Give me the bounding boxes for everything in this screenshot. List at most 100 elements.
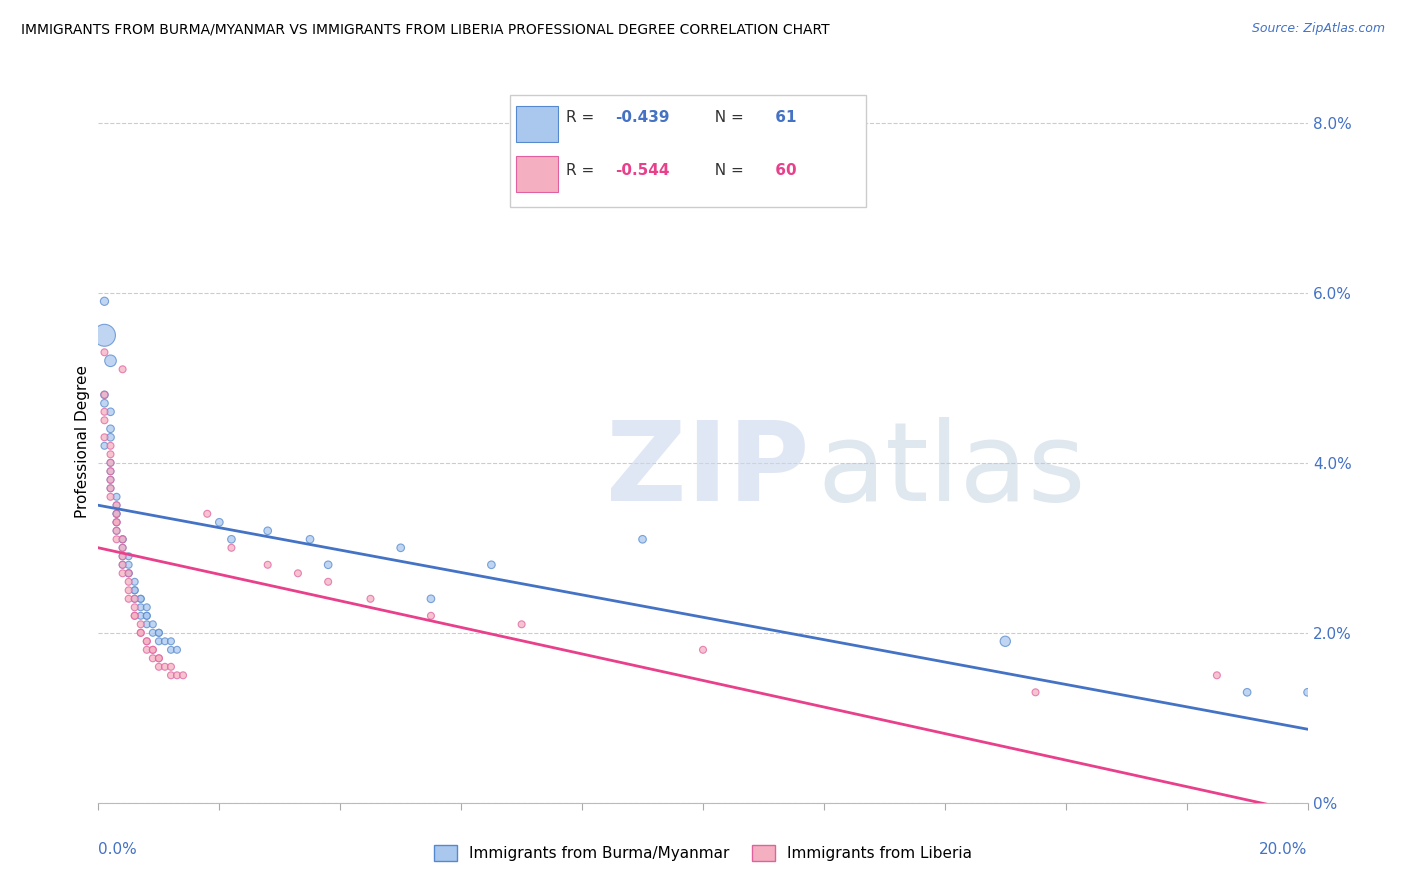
Point — [124, 600, 146, 615]
Point — [195, 507, 218, 521]
Point — [1024, 685, 1046, 699]
Point — [135, 608, 157, 623]
Point — [148, 625, 170, 640]
Point — [111, 541, 134, 555]
Y-axis label: Professional Degree: Professional Degree — [75, 365, 90, 518]
Point — [105, 507, 128, 521]
Point — [129, 608, 152, 623]
Point — [129, 591, 152, 606]
FancyBboxPatch shape — [516, 105, 558, 142]
Point — [135, 642, 157, 657]
Point — [221, 533, 243, 547]
Text: ZIP: ZIP — [606, 417, 810, 524]
Point — [208, 516, 231, 530]
Text: -0.544: -0.544 — [614, 163, 669, 178]
Point — [105, 533, 128, 547]
Text: R =: R = — [567, 111, 599, 126]
Point — [481, 558, 503, 572]
Point — [100, 481, 122, 495]
Text: IMMIGRANTS FROM BURMA/MYANMAR VS IMMIGRANTS FROM LIBERIA PROFESSIONAL DEGREE COR: IMMIGRANTS FROM BURMA/MYANMAR VS IMMIGRA… — [21, 22, 830, 37]
Point — [256, 558, 278, 572]
Point — [100, 481, 122, 495]
Point — [124, 574, 146, 589]
Point — [111, 541, 134, 555]
Point — [124, 591, 146, 606]
Point — [316, 574, 339, 589]
Point — [124, 608, 146, 623]
Point — [148, 625, 170, 640]
Point — [100, 473, 122, 487]
Point — [93, 328, 115, 343]
Point — [135, 634, 157, 648]
Point — [100, 473, 122, 487]
Point — [111, 558, 134, 572]
Point — [93, 430, 115, 444]
Point — [105, 507, 128, 521]
Point — [118, 574, 141, 589]
Point — [118, 583, 141, 598]
Text: -0.439: -0.439 — [614, 111, 669, 126]
Point — [118, 566, 141, 581]
Point — [100, 490, 122, 504]
Point — [172, 668, 194, 682]
Legend: Immigrants from Burma/Myanmar, Immigrants from Liberia: Immigrants from Burma/Myanmar, Immigrant… — [427, 839, 979, 867]
Point — [142, 651, 165, 665]
Point — [93, 345, 115, 359]
Point — [118, 591, 141, 606]
Text: 60: 60 — [769, 163, 796, 178]
Point — [118, 566, 141, 581]
Point — [692, 642, 714, 657]
Point — [129, 617, 152, 632]
Point — [135, 617, 157, 632]
Point — [93, 396, 115, 410]
Point — [129, 625, 152, 640]
Point — [111, 566, 134, 581]
Point — [111, 533, 134, 547]
Point — [111, 533, 134, 547]
Point — [105, 498, 128, 512]
Point — [100, 464, 122, 478]
Point — [316, 558, 339, 572]
Point — [100, 422, 122, 436]
Point — [118, 566, 141, 581]
Point — [100, 456, 122, 470]
Point — [100, 447, 122, 461]
Point — [1236, 685, 1258, 699]
Point — [105, 516, 128, 530]
Point — [389, 541, 412, 555]
Point — [129, 625, 152, 640]
FancyBboxPatch shape — [509, 95, 866, 207]
Point — [221, 541, 243, 555]
Text: atlas: atlas — [818, 417, 1087, 524]
Point — [135, 634, 157, 648]
Point — [111, 558, 134, 572]
Point — [93, 388, 115, 402]
Point — [166, 668, 188, 682]
Point — [1206, 668, 1229, 682]
Point — [129, 591, 152, 606]
Text: 0.0%: 0.0% — [98, 842, 138, 856]
Point — [148, 634, 170, 648]
Text: N =: N = — [706, 111, 749, 126]
Point — [93, 413, 115, 427]
Point — [160, 642, 183, 657]
Point — [994, 634, 1017, 648]
Point — [160, 660, 183, 674]
Point — [111, 549, 134, 564]
Point — [166, 642, 188, 657]
Point — [100, 464, 122, 478]
Point — [360, 591, 382, 606]
Point — [129, 600, 152, 615]
Point — [100, 456, 122, 470]
Point — [160, 634, 183, 648]
Point — [100, 353, 122, 368]
Point — [148, 651, 170, 665]
Point — [142, 625, 165, 640]
Point — [153, 634, 176, 648]
Point — [299, 533, 322, 547]
Point — [124, 591, 146, 606]
Text: Source: ZipAtlas.com: Source: ZipAtlas.com — [1251, 22, 1385, 36]
Point — [100, 405, 122, 419]
Point — [100, 439, 122, 453]
Text: N =: N = — [706, 163, 749, 178]
